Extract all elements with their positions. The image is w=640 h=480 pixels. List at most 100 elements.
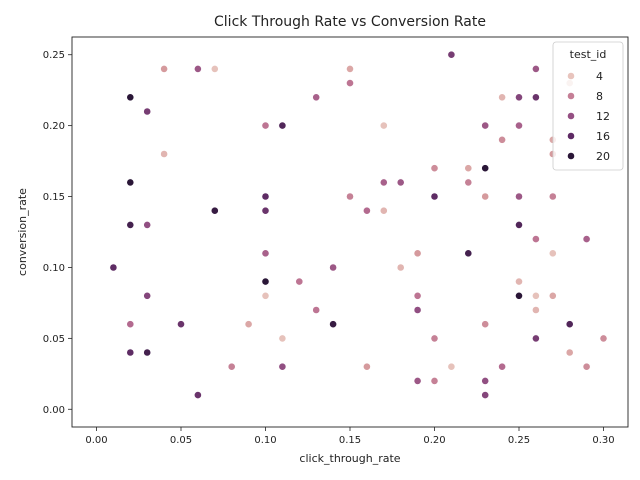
- data-point: [261, 206, 270, 215]
- data-point: [582, 235, 591, 243]
- data-point: [548, 249, 557, 258]
- y-tick-label: 0.25: [43, 50, 65, 61]
- data-point: [261, 192, 270, 201]
- data-point: [126, 348, 135, 357]
- plot-frame: [71, 36, 629, 428]
- data-point: [498, 93, 506, 102]
- data-point: [464, 178, 473, 187]
- data-point: [160, 65, 168, 73]
- y-axis-label: conversion_rate: [16, 188, 29, 276]
- legend-entries: 4 8 12 16 20: [567, 70, 610, 163]
- legend-marker: [567, 112, 575, 120]
- data-point: [481, 192, 490, 201]
- x-axis-label: click_through_rate: [299, 452, 400, 465]
- x-axis-ticks: 0.00 0.05 0.10 0.15 0.20 0.25 0.30: [85, 427, 615, 446]
- data-point: [447, 50, 456, 59]
- data-point: [464, 249, 473, 258]
- data-point: [143, 291, 152, 300]
- legend-box: [552, 41, 624, 171]
- data-point: [126, 178, 135, 187]
- y-tick-label: 0.05: [43, 334, 65, 345]
- data-point: [582, 362, 591, 371]
- y-tick-label: 0.15: [43, 192, 65, 203]
- data-point: [193, 391, 202, 399]
- data-point: [396, 178, 405, 187]
- data-point: [227, 362, 236, 371]
- x-tick-label: 0.15: [339, 435, 361, 446]
- data-point: [177, 320, 185, 329]
- data-point: [295, 277, 304, 286]
- data-point: [126, 220, 135, 229]
- data-point: [515, 93, 523, 102]
- points-layer: [109, 50, 608, 399]
- y-tick-label: 0.00: [43, 405, 65, 416]
- data-point: [261, 291, 270, 300]
- data-point: [193, 65, 202, 73]
- data-point: [261, 277, 270, 286]
- data-point: [413, 376, 422, 385]
- x-tick-label: 0.00: [85, 435, 107, 446]
- data-point: [532, 65, 540, 73]
- data-point: [447, 362, 456, 371]
- data-point: [548, 291, 557, 300]
- legend-label: 20: [596, 150, 610, 163]
- legend-marker: [567, 132, 575, 140]
- x-tick-label: 0.25: [508, 435, 530, 446]
- data-point: [548, 192, 557, 201]
- data-point: [515, 291, 523, 300]
- data-point: [515, 220, 523, 229]
- data-point: [532, 235, 540, 243]
- legend-marker: [567, 152, 575, 160]
- data-point: [430, 192, 439, 201]
- data-point: [346, 192, 354, 201]
- data-point: [396, 263, 405, 272]
- y-tick-label: 0.20: [43, 121, 65, 132]
- data-point: [515, 192, 523, 201]
- y-axis-ticks: 0.00 0.05 0.10 0.15 0.20 0.25: [43, 50, 72, 416]
- chart-title: Click Through Rate vs Conversion Rate: [214, 14, 486, 30]
- data-point: [464, 164, 473, 173]
- legend-label: 12: [596, 110, 610, 123]
- data-point: [532, 306, 540, 314]
- x-tick-label: 0.05: [170, 435, 192, 446]
- data-point: [481, 391, 490, 399]
- data-point: [329, 263, 337, 272]
- data-point: [244, 320, 253, 329]
- data-point: [261, 249, 270, 258]
- data-point: [430, 334, 439, 343]
- data-point: [481, 121, 490, 130]
- legend: test_id 4 8 12 16 20: [552, 41, 624, 171]
- data-point: [599, 334, 608, 343]
- data-point: [532, 334, 540, 343]
- data-point: [346, 65, 354, 73]
- data-point: [278, 334, 287, 343]
- data-point: [109, 263, 118, 272]
- data-point: [379, 178, 388, 187]
- data-point: [565, 320, 574, 329]
- data-point: [430, 376, 439, 385]
- data-point: [143, 348, 152, 357]
- data-point: [160, 150, 168, 158]
- legend-title: test_id: [570, 48, 607, 61]
- data-point: [278, 362, 287, 371]
- x-tick-label: 0.20: [423, 435, 445, 446]
- legend-marker: [567, 72, 575, 80]
- data-point: [362, 206, 371, 215]
- legend-label: 4: [596, 70, 603, 83]
- data-point: [210, 206, 219, 215]
- data-point: [379, 206, 388, 215]
- legend-label: 16: [596, 130, 610, 143]
- data-point: [481, 320, 490, 329]
- data-point: [413, 249, 422, 258]
- data-point: [515, 277, 523, 286]
- data-point: [329, 320, 337, 329]
- data-point: [481, 164, 490, 173]
- data-point: [379, 121, 388, 130]
- data-point: [278, 121, 287, 130]
- x-tick-label: 0.30: [592, 435, 614, 446]
- x-tick-label: 0.10: [254, 435, 276, 446]
- data-point: [498, 362, 506, 371]
- data-point: [261, 121, 270, 130]
- data-point: [126, 320, 135, 329]
- data-point: [362, 362, 371, 371]
